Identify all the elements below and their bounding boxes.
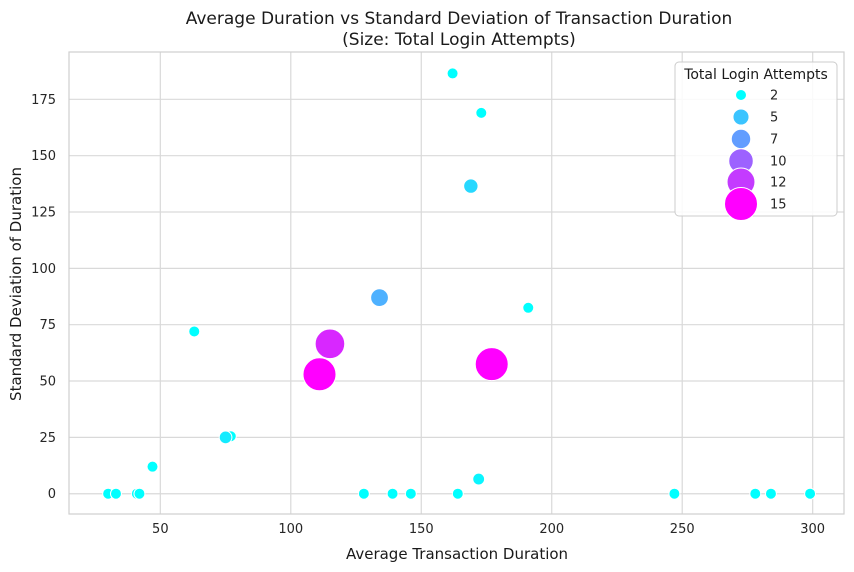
data-point xyxy=(188,325,201,338)
data-point xyxy=(370,288,389,308)
legend-entry-label: 10 xyxy=(770,155,787,170)
legend-entry-label: 15 xyxy=(770,198,787,213)
data-point xyxy=(218,430,233,445)
data-point xyxy=(146,460,159,473)
y-tick-label: 50 xyxy=(39,375,56,390)
data-point xyxy=(804,487,817,500)
data-point xyxy=(474,347,509,382)
x-tick-label: 250 xyxy=(670,522,695,537)
legend-marker xyxy=(730,128,752,150)
y-tick-label: 0 xyxy=(48,487,56,502)
legend-marker xyxy=(735,89,747,101)
y-tick-label: 25 xyxy=(39,431,56,446)
plot-frame xyxy=(68,51,845,515)
data-point xyxy=(109,487,122,500)
data-point xyxy=(522,301,535,314)
data-point xyxy=(446,67,459,80)
chart-title: Average Duration vs Standard Deviation o… xyxy=(186,9,733,29)
data-point xyxy=(668,487,681,500)
legend-title: Total Login Attempts xyxy=(683,67,828,83)
legend: Total Login Attempts 2 5 7 10 12 15 xyxy=(674,61,838,221)
data-point xyxy=(451,487,464,500)
data-point xyxy=(764,487,777,500)
data-point xyxy=(475,106,488,119)
data-point xyxy=(472,472,486,486)
legend-entry-label: 5 xyxy=(770,111,778,126)
y-axis-label: Standard Deviation of Duration xyxy=(7,167,25,401)
legend-entry-label: 7 xyxy=(770,133,778,148)
x-tick-label: 200 xyxy=(539,522,564,537)
data-point xyxy=(404,487,417,500)
y-tick-label: 100 xyxy=(31,262,56,277)
y-tick-label: 150 xyxy=(31,149,56,164)
x-tick-label: 50 xyxy=(152,522,169,537)
data-point xyxy=(463,178,479,194)
legend-entry-label: 12 xyxy=(770,176,787,191)
legend-marker xyxy=(732,108,750,126)
data-point xyxy=(386,487,399,500)
data-point xyxy=(357,487,370,500)
x-tick-label: 150 xyxy=(409,522,434,537)
y-tick-label: 75 xyxy=(39,318,56,333)
data-point xyxy=(302,357,337,392)
x-axis-label: Average Transaction Duration xyxy=(346,545,568,563)
legend-box xyxy=(674,61,838,217)
data-point xyxy=(314,328,346,360)
data-point xyxy=(133,487,146,500)
y-tick-label: 175 xyxy=(31,93,56,108)
data-points xyxy=(102,67,817,500)
chart-subtitle: (Size: Total Login Attempts) xyxy=(342,30,576,50)
x-tick-label: 100 xyxy=(278,522,303,537)
y-tick-label: 125 xyxy=(31,206,56,221)
legend-entry-label: 2 xyxy=(770,89,778,104)
legend-marker xyxy=(724,187,758,221)
data-point xyxy=(749,487,762,500)
x-tick-label: 300 xyxy=(800,522,825,537)
